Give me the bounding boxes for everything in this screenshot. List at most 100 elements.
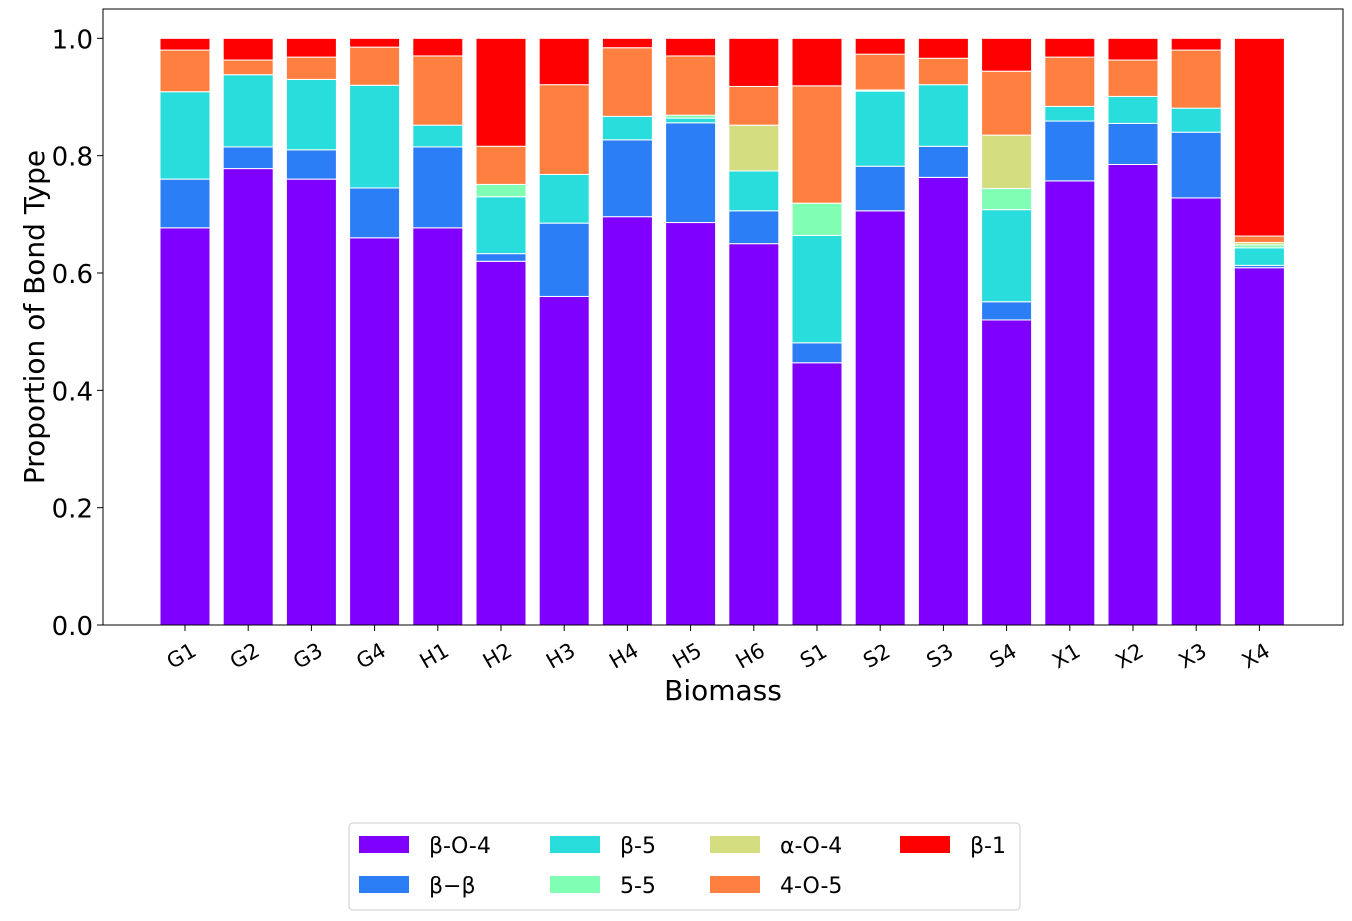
bar-H3-series-5 [538, 84, 590, 175]
bar-H5-series-0 [665, 222, 717, 626]
y-axis-label: Proportion of Bond Type [18, 150, 51, 484]
bar-X4-series-0 [1233, 267, 1285, 626]
bar-G3-series-2 [285, 78, 337, 151]
x-tick-label-X1: X1 [1048, 639, 1084, 674]
bar-G4-series-0 [349, 237, 401, 626]
x-tick-label-G3: G3 [289, 638, 327, 674]
bar-S1-series-0 [791, 362, 843, 626]
bar-H6-series-0 [728, 243, 780, 626]
bar-S2-series-0 [854, 210, 906, 626]
bar-S4-series-4 [981, 134, 1033, 190]
bar-H2-series-0 [475, 260, 527, 626]
bar-S1-series-3 [791, 202, 843, 236]
bar-G1-series-6 [159, 37, 211, 51]
y-tick-label: 0.4 [52, 377, 93, 407]
bar-G3-series-5 [285, 56, 337, 80]
bar-G2-series-5 [222, 59, 274, 76]
y-tick-label: 1.0 [52, 25, 93, 55]
legend-label-3: 5-5 [620, 874, 656, 899]
x-tick-label-H5: H5 [668, 638, 705, 673]
bar-S3-series-0 [917, 176, 969, 626]
bar-H3-series-1 [538, 222, 590, 297]
bar-X2-series-6 [1107, 37, 1159, 61]
bar-H2-series-6 [475, 37, 527, 147]
bar-S4-series-6 [981, 37, 1033, 72]
bar-X1-series-1 [1044, 120, 1096, 182]
x-tick-label-S2: S2 [859, 639, 894, 673]
bar-X1-series-0 [1044, 180, 1096, 626]
bar-S3-series-1 [917, 145, 969, 178]
legend-label-5: 4-O-5 [780, 874, 842, 899]
bar-H1-series-6 [412, 37, 464, 57]
bar-G4-series-1 [349, 187, 401, 239]
legend-swatch-0 [359, 836, 409, 853]
bar-S2-series-6 [854, 37, 906, 55]
y-tick-label: 0.8 [52, 143, 93, 173]
x-tick-label-H4: H4 [605, 638, 642, 673]
x-tick-label-S4: S4 [986, 639, 1021, 673]
bar-G2-series-2 [222, 74, 274, 148]
bar-H3-series-0 [538, 295, 590, 626]
legend-label-4: α-O-4 [780, 834, 842, 859]
bar-X1-series-6 [1044, 37, 1096, 58]
bar-H2-series-1 [475, 253, 527, 262]
bar-G4-series-2 [349, 84, 401, 189]
bar-H2-series-3 [475, 183, 527, 198]
bar-X1-series-2 [1044, 105, 1096, 122]
bar-S1-series-6 [791, 37, 843, 87]
bar-X2-series-5 [1107, 59, 1159, 97]
x-tick-label-G1: G1 [163, 638, 201, 674]
bar-S2-series-1 [854, 165, 906, 212]
bar-X2-series-0 [1107, 163, 1159, 626]
bar-H3-series-2 [538, 173, 590, 224]
bar-G1-series-2 [159, 91, 211, 180]
bar-S1-series-2 [791, 234, 843, 344]
bar-H5-series-1 [665, 122, 717, 224]
bar-S1-series-5 [791, 85, 843, 204]
bar-G3-series-0 [285, 178, 337, 626]
bar-S3-series-2 [917, 84, 969, 147]
bar-H5-series-2 [665, 117, 717, 124]
legend: β-O-4 β−β β-5 5-5 α-O-4 4-O-5 β-1 [348, 822, 1021, 911]
bar-S3-series-6 [917, 37, 969, 59]
bar-G4-series-6 [349, 37, 401, 48]
bar-X3-series-5 [1170, 49, 1222, 109]
bar-H3-series-6 [538, 37, 590, 86]
bar-S4-series-0 [981, 319, 1033, 626]
bar-H1-series-5 [412, 55, 464, 126]
y-tick-label: 0.0 [52, 612, 93, 642]
bar-S4-series-5 [981, 70, 1033, 136]
x-tick-label-G2: G2 [226, 638, 264, 674]
bar-X3-series-6 [1170, 37, 1222, 51]
bar-G2-series-0 [222, 168, 274, 626]
bar-H4-series-2 [601, 115, 653, 141]
bar-H4-series-6 [601, 37, 653, 49]
legend-swatch-6 [900, 836, 950, 853]
bar-H2-series-2 [475, 196, 527, 255]
bar-S2-series-5 [854, 53, 906, 91]
bar-G3-series-1 [285, 149, 337, 180]
legend-label-6: β-1 [970, 834, 1006, 859]
x-tick-label-H1: H1 [416, 638, 453, 673]
bar-S4-series-2 [981, 209, 1033, 303]
bar-G3-series-6 [285, 37, 337, 58]
x-tick-label-X3: X3 [1175, 639, 1211, 674]
bar-H6-series-1 [728, 210, 780, 245]
bar-H4-series-0 [601, 216, 653, 626]
bar-H1-series-0 [412, 227, 464, 626]
legend-swatch-4 [710, 836, 760, 853]
bar-H4-series-1 [601, 139, 653, 218]
bar-H5-series-6 [665, 37, 717, 57]
bar-S4-series-3 [981, 188, 1033, 211]
bar-S2-series-2 [854, 90, 906, 167]
bar-X3-series-2 [1170, 107, 1222, 133]
legend-swatch-2 [550, 836, 600, 853]
legend-label-1: β−β [429, 874, 476, 899]
x-tick-label-S3: S3 [922, 639, 957, 673]
x-tick-label-H6: H6 [732, 638, 769, 673]
legend-label-2: β-5 [620, 834, 656, 859]
bar-X3-series-0 [1170, 197, 1222, 626]
bar-H6-series-6 [728, 37, 780, 87]
bar-H6-series-2 [728, 170, 780, 212]
